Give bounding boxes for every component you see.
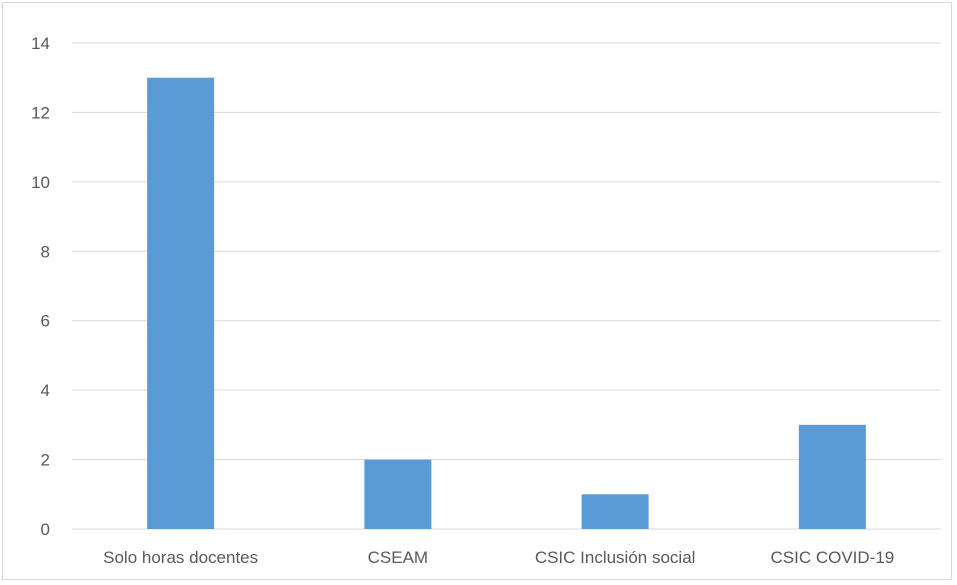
x-tick-label: CSEAM xyxy=(368,548,428,567)
y-tick-label: 4 xyxy=(41,381,50,400)
y-tick-label: 10 xyxy=(31,173,50,192)
y-tick-label: 2 xyxy=(41,451,50,470)
y-tick-label: 8 xyxy=(41,242,50,261)
gridlines xyxy=(72,42,941,530)
x-tick-label: CSIC COVID-19 xyxy=(771,548,895,567)
bar-chart: 0 2 4 6 8 10 12 14 Solo horas docentes CSEAM CSIC… xyxy=(31,34,941,567)
x-tick-label: Solo horas docentes xyxy=(103,548,258,567)
bar-solo-horas-docentes xyxy=(147,77,215,529)
bar-cseam xyxy=(364,459,432,529)
bar-csic-inclusi-n-social xyxy=(581,494,649,529)
x-axis-labels: Solo horas docentes CSEAM CSIC Inclusión s… xyxy=(103,548,894,567)
x-tick-label: CSIC Inclusión social xyxy=(535,548,696,567)
bars xyxy=(147,77,866,529)
y-tick-label: 14 xyxy=(31,34,50,53)
y-tick-label: 6 xyxy=(41,312,50,331)
y-axis-ticks: 0 2 4 6 8 10 12 14 xyxy=(31,34,50,539)
y-tick-label: 0 xyxy=(41,520,50,539)
y-tick-label: 12 xyxy=(31,103,50,122)
bar-csic-covid-19 xyxy=(798,424,866,529)
